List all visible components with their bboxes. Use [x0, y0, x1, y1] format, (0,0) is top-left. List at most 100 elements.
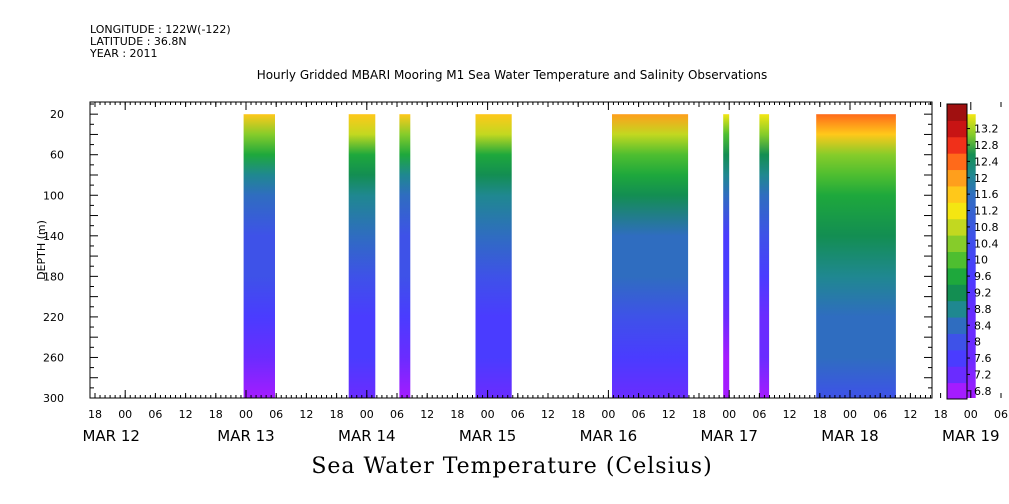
x-tick-label: 18 — [209, 408, 223, 421]
colorbar-swatch — [947, 267, 967, 285]
colorbar-label: 8 — [974, 336, 981, 349]
temperature-block — [759, 114, 770, 398]
x-date-label: MAR 19 — [942, 427, 999, 445]
latitude-label: LATITUDE : 36.8N — [90, 35, 187, 48]
x-tick-label: 18 — [330, 408, 344, 421]
y-tick-label: 100 — [43, 189, 64, 202]
x-tick-label: 12 — [541, 408, 555, 421]
y-tick-label: 300 — [43, 392, 64, 405]
colorbar-swatch — [947, 104, 967, 121]
x-tick-label: 18 — [813, 408, 827, 421]
x-tick-label: 00 — [843, 408, 857, 421]
colorbar-swatch — [947, 185, 967, 203]
metadata-block: LONGITUDE : 122W(-122) LATITUDE : 36.8N … — [90, 24, 231, 60]
x-tick-label: 12 — [420, 408, 434, 421]
colorbar-label: 12.8 — [974, 139, 999, 152]
temperature-block — [399, 114, 411, 398]
x-tick-label: 12 — [299, 408, 313, 421]
temperature-block — [966, 114, 976, 398]
x-date-label: MAR 15 — [459, 427, 516, 445]
colorbar-label: 7.6 — [974, 352, 992, 365]
colorbar-label: 9.2 — [974, 286, 992, 299]
y-tick-label: 220 — [43, 311, 64, 324]
plot-frame — [89, 101, 933, 399]
colorbar-label: 10 — [974, 254, 988, 267]
x-tick-label: 00 — [964, 408, 978, 421]
colorbar-swatch — [947, 284, 967, 302]
x-tick-label: 06 — [632, 408, 646, 421]
x-tick-label: 00 — [601, 408, 615, 421]
y-tick-label: 20 — [50, 108, 64, 121]
x-tick-label: 00 — [722, 408, 736, 421]
x-tick-label: 18 — [450, 408, 464, 421]
colorbar-label: 8.4 — [974, 319, 992, 332]
colorbar-swatch — [947, 218, 967, 236]
colorbar-swatch — [947, 349, 967, 367]
colorbar-label: 6.8 — [974, 385, 992, 398]
x-tick-label: 12 — [179, 408, 193, 421]
x-tick-label: 00 — [481, 408, 495, 421]
colorbar-swatch — [947, 120, 967, 138]
x-tick-label: 00 — [239, 408, 253, 421]
colorbar-label: 12.4 — [974, 155, 999, 168]
x-tick-label: 06 — [752, 408, 766, 421]
x-tick-label: 18 — [571, 408, 585, 421]
y-tick-label: 260 — [43, 351, 64, 364]
data-blocks — [243, 114, 976, 398]
colorbar-swatch — [947, 202, 967, 220]
temperature-block — [243, 114, 275, 398]
colorbar-swatch — [947, 366, 967, 384]
axes: 20 60 100 140 180 220 260 300 DEPTH (m) 18 00 06 12 1… — [35, 102, 1008, 445]
x-date-label: MAR 17 — [700, 427, 757, 445]
x-tick-label: 18 — [88, 408, 102, 421]
chart-title: Hourly Gridded MBARI Mooring M1 Sea Wate… — [256, 68, 768, 82]
x-tick-label: 06 — [269, 408, 283, 421]
x-date-label: MAR 13 — [217, 427, 274, 445]
x-tick-label: 12 — [662, 408, 676, 421]
colorbar-label: 9.6 — [974, 270, 992, 283]
y-axis-label: DEPTH (m) — [35, 220, 48, 280]
x-tick-label: 06 — [390, 408, 404, 421]
x-tick-label: 06 — [148, 408, 162, 421]
temperature-block — [612, 114, 689, 398]
colorbar-swatch — [947, 317, 967, 334]
temperature-block — [816, 114, 896, 398]
colorbar-label: 10.4 — [974, 237, 999, 250]
longitude-label: LONGITUDE : 122W(-122) — [90, 23, 231, 36]
y-tick-label: 180 — [43, 270, 64, 283]
colorbar-swatch — [947, 300, 967, 318]
x-tick-label: 00 — [118, 408, 132, 421]
variable-title: Sea Water Temperature (Celsius) — [311, 454, 713, 479]
colorbar-swatch — [947, 382, 967, 400]
x-date-label: MAR 14 — [338, 427, 395, 445]
colorbar-swatch — [947, 251, 967, 269]
x-tick-label: 00 — [360, 408, 374, 421]
colorbar-swatch — [947, 153, 967, 171]
x-tick-label: 12 — [903, 408, 917, 421]
temperature-block — [348, 114, 376, 398]
x-date-label: MAR 16 — [580, 427, 637, 445]
x-tick-label: 06 — [511, 408, 525, 421]
colorbar-swatch — [947, 235, 967, 252]
temperature-block — [723, 114, 730, 398]
y-tick-label: 60 — [50, 149, 64, 162]
x-date-label: MAR 12 — [82, 427, 139, 445]
y-tick-label: 140 — [43, 230, 64, 243]
colorbar: 6.8 7.2 7.6 8 8.4 8.8 9.2 9.6 10 10.4 10.8 11.2 11.6… — [946, 103, 999, 400]
colorbar-swatch — [947, 136, 967, 154]
colorbar-label: 12 — [974, 172, 988, 185]
x-tick-label: 18 — [934, 408, 948, 421]
year-label: YEAR : 2011 — [90, 47, 158, 60]
colorbar-label: 11.2 — [974, 205, 999, 218]
colorbar-label: 11.6 — [974, 188, 999, 201]
colorbar-label: 10.8 — [974, 221, 999, 234]
colorbar-frame — [946, 103, 968, 400]
x-tick-label: 12 — [783, 408, 797, 421]
colorbar-label: 7.2 — [974, 368, 992, 381]
x-tick-label: 06 — [873, 408, 887, 421]
colorbar-swatch — [947, 333, 967, 351]
colorbar-swatch — [947, 169, 967, 187]
colorbar-label: 13.2 — [974, 123, 999, 136]
temperature-block — [475, 114, 512, 398]
